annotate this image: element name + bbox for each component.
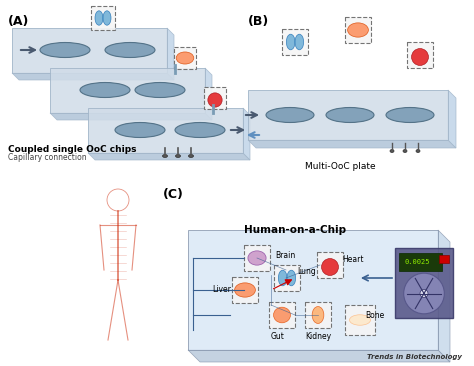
FancyBboxPatch shape xyxy=(317,252,343,278)
FancyBboxPatch shape xyxy=(244,245,270,271)
Ellipse shape xyxy=(235,283,255,297)
FancyBboxPatch shape xyxy=(399,253,442,271)
Ellipse shape xyxy=(295,34,304,50)
Polygon shape xyxy=(243,108,250,160)
Text: Lung: Lung xyxy=(297,268,316,276)
FancyBboxPatch shape xyxy=(345,17,371,43)
Ellipse shape xyxy=(403,149,407,153)
Ellipse shape xyxy=(95,11,103,25)
Ellipse shape xyxy=(176,52,194,64)
Text: Trends in Biotechnology: Trends in Biotechnology xyxy=(367,354,462,360)
FancyBboxPatch shape xyxy=(248,90,448,140)
Ellipse shape xyxy=(416,149,420,153)
Ellipse shape xyxy=(312,307,324,324)
Text: Gut: Gut xyxy=(271,332,285,341)
FancyBboxPatch shape xyxy=(282,29,308,55)
FancyBboxPatch shape xyxy=(232,277,258,303)
Ellipse shape xyxy=(189,154,193,157)
Ellipse shape xyxy=(273,307,291,323)
Polygon shape xyxy=(438,230,450,362)
Ellipse shape xyxy=(287,270,296,286)
FancyBboxPatch shape xyxy=(12,28,167,73)
Ellipse shape xyxy=(103,11,111,25)
Text: 0.0025: 0.0025 xyxy=(405,259,430,265)
Ellipse shape xyxy=(115,123,165,138)
Ellipse shape xyxy=(411,49,428,66)
Ellipse shape xyxy=(248,251,266,265)
FancyBboxPatch shape xyxy=(269,302,295,328)
Ellipse shape xyxy=(105,42,155,57)
Ellipse shape xyxy=(278,270,287,286)
FancyBboxPatch shape xyxy=(50,68,205,113)
FancyBboxPatch shape xyxy=(439,255,449,263)
FancyBboxPatch shape xyxy=(188,230,438,350)
Text: Multi-OoC plate: Multi-OoC plate xyxy=(305,162,375,171)
Polygon shape xyxy=(88,153,250,160)
Ellipse shape xyxy=(175,154,181,157)
Ellipse shape xyxy=(404,273,444,314)
Polygon shape xyxy=(167,28,174,80)
Ellipse shape xyxy=(420,290,428,298)
FancyBboxPatch shape xyxy=(88,108,243,153)
Ellipse shape xyxy=(386,108,434,123)
FancyBboxPatch shape xyxy=(204,87,226,109)
Polygon shape xyxy=(12,73,174,80)
FancyBboxPatch shape xyxy=(395,248,453,318)
FancyBboxPatch shape xyxy=(274,265,300,291)
Ellipse shape xyxy=(266,108,314,123)
Text: Human-on-a-Chip: Human-on-a-Chip xyxy=(244,225,346,235)
Ellipse shape xyxy=(347,23,368,37)
Text: Brain: Brain xyxy=(275,250,295,259)
Text: Coupled single OoC chips: Coupled single OoC chips xyxy=(8,145,137,154)
Ellipse shape xyxy=(390,149,394,153)
Polygon shape xyxy=(248,140,456,148)
Ellipse shape xyxy=(80,82,130,97)
Text: (B): (B) xyxy=(248,15,269,28)
Polygon shape xyxy=(50,113,212,120)
Ellipse shape xyxy=(326,108,374,123)
Ellipse shape xyxy=(208,93,222,107)
Polygon shape xyxy=(448,90,456,148)
Polygon shape xyxy=(188,350,450,362)
FancyBboxPatch shape xyxy=(174,47,196,69)
Ellipse shape xyxy=(321,258,338,276)
Ellipse shape xyxy=(163,154,167,157)
Text: (C): (C) xyxy=(163,188,184,201)
Text: (A): (A) xyxy=(8,15,29,28)
Text: Liver: Liver xyxy=(212,285,231,295)
FancyBboxPatch shape xyxy=(91,6,115,30)
Ellipse shape xyxy=(286,34,295,50)
Ellipse shape xyxy=(135,82,185,97)
FancyBboxPatch shape xyxy=(345,305,375,335)
Ellipse shape xyxy=(40,42,90,57)
FancyBboxPatch shape xyxy=(305,302,331,328)
Ellipse shape xyxy=(349,315,371,325)
Polygon shape xyxy=(205,68,212,120)
Text: Capillary connection: Capillary connection xyxy=(8,153,87,162)
Ellipse shape xyxy=(175,123,225,138)
Text: Kidney: Kidney xyxy=(305,332,331,341)
FancyBboxPatch shape xyxy=(407,42,433,68)
Text: Heart: Heart xyxy=(342,255,364,265)
Text: Bone: Bone xyxy=(365,311,384,321)
